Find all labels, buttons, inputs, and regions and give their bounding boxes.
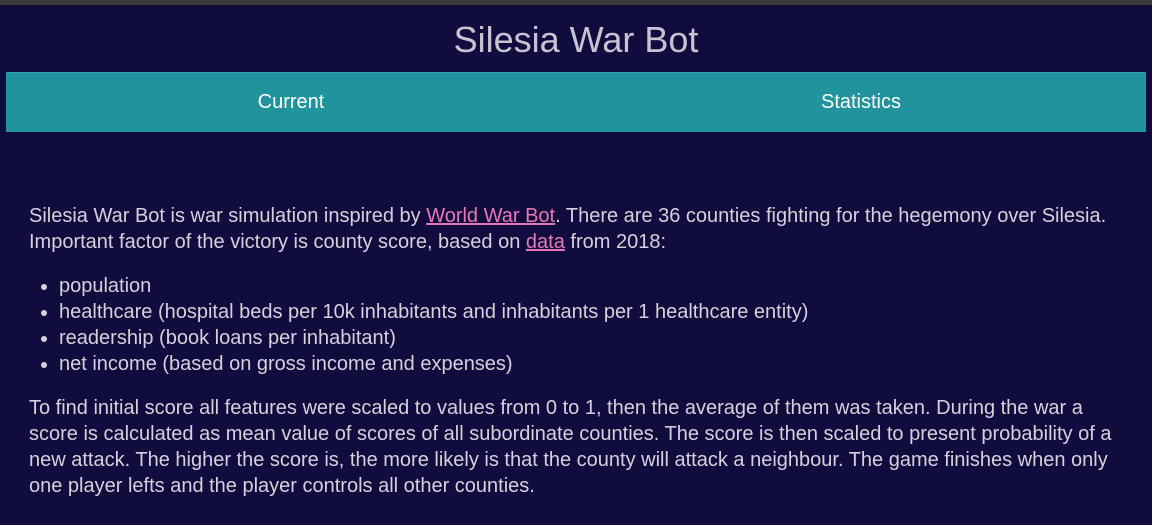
data-link[interactable]: data xyxy=(525,231,565,253)
tab-current[interactable]: Current xyxy=(257,91,325,113)
page-title: Silesia War Bot xyxy=(453,19,699,60)
list-item: healthcare (hospital beds per 10k inhabi… xyxy=(59,299,1124,325)
list-item: net income (based on gross income and ex… xyxy=(59,351,1124,377)
nav-bar: Current Statistics xyxy=(6,72,1146,132)
tab-statistics[interactable]: Statistics xyxy=(820,91,902,113)
intro-text-2: . There are 36 counties fighting for the… xyxy=(29,205,1107,253)
intro-paragraph: Silesia War Bot is war simulation inspir… xyxy=(29,203,1124,255)
window-top-bar xyxy=(0,0,1152,5)
list-item: population xyxy=(59,273,1124,299)
intro-text-3: from 2018: xyxy=(564,231,667,253)
list-item: readership (book loans per inhabitant) xyxy=(59,325,1124,351)
intro-text-1: Silesia War Bot is war simulation inspir… xyxy=(29,205,427,227)
feature-list: population healthcare (hospital beds per… xyxy=(29,273,1124,377)
world-war-bot-link[interactable]: World War Bot xyxy=(426,205,556,227)
main-content: Silesia War Bot is war simulation inspir… xyxy=(29,203,1124,499)
description-paragraph: To find initial score all features were … xyxy=(29,397,1112,497)
